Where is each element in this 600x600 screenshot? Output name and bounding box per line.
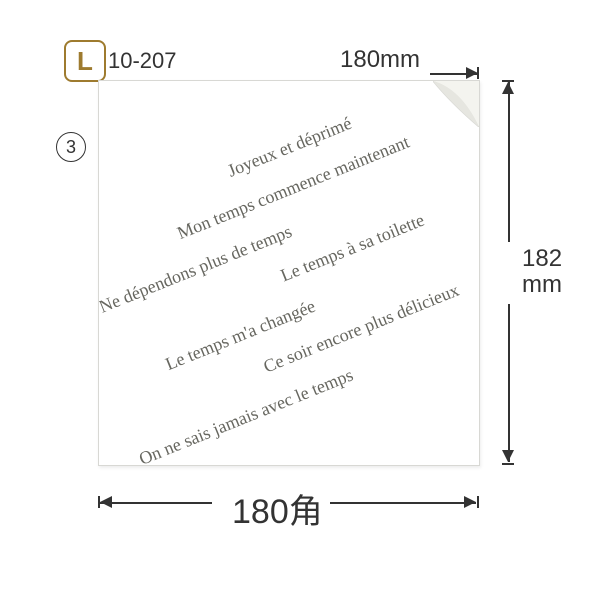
height-right-value: 182	[522, 246, 562, 272]
dim-line-bottom-right	[330, 502, 476, 504]
height-right-unit: mm	[522, 272, 562, 298]
dim-tick	[502, 463, 514, 465]
script-text-block: Joyeux et déprimé Mon temps commence mai…	[99, 81, 479, 465]
bottom-size-label: 180角	[232, 484, 323, 533]
width-top-label: 180mm	[340, 46, 420, 74]
dim-line-bottom-left	[100, 502, 212, 504]
size-badge: L	[64, 40, 106, 82]
product-rect: Joyeux et déprimé Mon temps commence mai…	[98, 80, 480, 466]
dim-line-right-upper	[508, 82, 510, 242]
circled-number-text: 3	[66, 137, 76, 158]
dim-tick	[477, 496, 479, 508]
dim-line-right-lower	[508, 304, 510, 462]
diagram-canvas: L 10-207 180mm 3 Joyeux et déprimé Mon t…	[0, 0, 600, 600]
product-code: 10-207	[108, 48, 177, 74]
size-badge-text: L	[77, 46, 93, 77]
circled-number: 3	[56, 132, 86, 162]
folded-corner-icon	[433, 81, 479, 127]
arrow-right-icon	[464, 496, 476, 508]
height-right-label: 182 mm	[522, 246, 562, 299]
dim-tick	[477, 67, 479, 79]
arrow-down-icon	[502, 450, 514, 462]
